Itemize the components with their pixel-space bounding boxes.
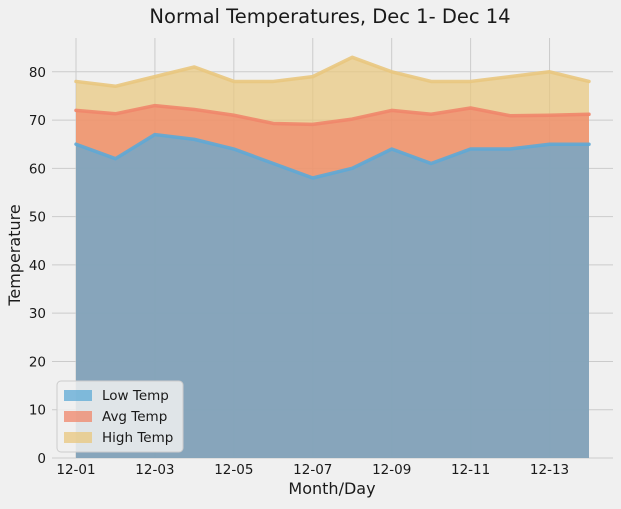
y-tick-label: 50 [29, 210, 46, 226]
x-tick-label: 12-07 [293, 462, 332, 478]
area-low-temp [76, 134, 589, 459]
legend-swatch-low-temp [64, 390, 92, 401]
y-tick-label: 10 [29, 403, 46, 419]
legend-swatch-high-temp [64, 432, 92, 443]
line-low-temp [74, 132, 591, 180]
x-tick-label: 12-09 [372, 462, 411, 478]
series-areas [76, 57, 589, 459]
x-tick-label: 12-01 [56, 462, 95, 478]
x-tick-label: 12-05 [214, 462, 253, 478]
y-axis-label: Temperature [5, 204, 24, 306]
legend-swatch-avg-temp [64, 411, 92, 422]
chart-title: Normal Temperatures, Dec 1- Dec 14 [149, 5, 510, 28]
line-high-temp [74, 55, 591, 89]
y-tick-label: 20 [29, 354, 46, 370]
series-lines [74, 55, 591, 180]
y-tick-label: 70 [29, 113, 46, 129]
x-tick-label: 12-03 [135, 462, 174, 478]
line-avg-temp [74, 103, 591, 127]
y-tick-label: 60 [29, 161, 46, 177]
y-tick-label: 0 [37, 451, 46, 467]
y-tick-label: 30 [29, 306, 46, 322]
legend-label-high-temp: High Temp [102, 430, 173, 446]
axis-ticks: 0 10 20 30 40 50 60 70 80 12-01 12-03 12-05 12-07 12-… [29, 65, 569, 478]
y-tick-label: 40 [29, 258, 46, 274]
legend-label-avg-temp: Avg Temp [102, 409, 167, 425]
x-tick-label: 12-11 [451, 462, 490, 478]
x-axis-label: Month/Day [288, 479, 375, 498]
legend: Low Temp Avg Temp High Temp [56, 380, 184, 453]
x-tick-label: 12-13 [530, 462, 569, 478]
y-tick-label: 80 [29, 65, 46, 81]
legend-label-low-temp: Low Temp [102, 388, 169, 404]
